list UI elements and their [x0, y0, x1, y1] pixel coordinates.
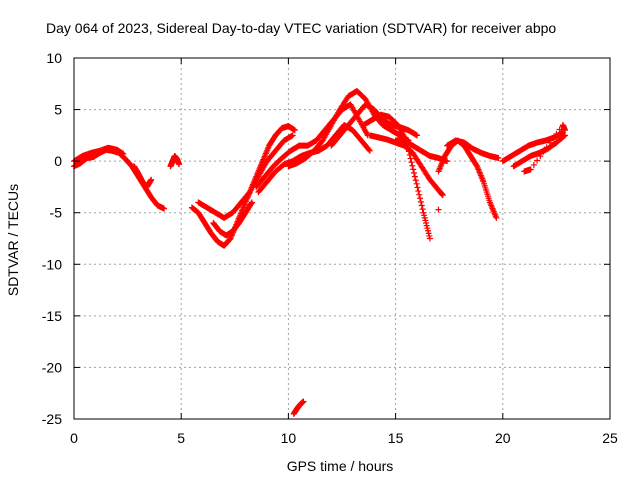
data-point [300, 398, 307, 405]
data-point [291, 127, 298, 134]
data-point [410, 166, 417, 173]
x-tick-label: 25 [602, 430, 618, 446]
y-tick-label: 5 [54, 102, 62, 118]
data-point [161, 205, 168, 212]
data-point [418, 202, 425, 209]
x-tick-label: 10 [281, 430, 297, 446]
y-tick-label: 0 [54, 153, 62, 169]
data-point [366, 147, 373, 154]
data-point [561, 132, 568, 139]
data-point [407, 155, 414, 162]
data-point [248, 199, 255, 206]
data-point [176, 161, 183, 168]
data-point [417, 195, 424, 202]
data-points [71, 88, 568, 417]
chart-title: Day 064 of 2023, Sidereal Day-to-day VTE… [46, 20, 556, 36]
data-point [561, 133, 568, 140]
data-point [550, 135, 557, 142]
y-tick-labels: -25 -20 -15 -10 -5 0 5 10 [42, 50, 62, 427]
data-point [561, 127, 568, 134]
data-point [439, 192, 446, 199]
y-tick-label: -20 [42, 359, 62, 375]
data-point [409, 162, 416, 169]
data-point [415, 188, 422, 195]
data-point [543, 144, 550, 151]
y-tick-label: -5 [50, 205, 63, 221]
y-tick-label: 10 [46, 50, 62, 66]
data-point [435, 206, 442, 213]
x-tick-label: 0 [70, 430, 78, 446]
y-tick-label: -25 [42, 411, 62, 427]
data-point [530, 161, 537, 168]
data-point [414, 184, 421, 191]
x-tick-label: 5 [177, 430, 185, 446]
y-axis-label: SDTVAR / TECUs [5, 184, 21, 296]
x-tick-labels: 0 5 10 15 20 25 [70, 430, 618, 446]
axis-ticks [73, 57, 611, 420]
data-point [493, 214, 500, 221]
data-point [540, 148, 547, 155]
plot-border [73, 57, 611, 420]
y-tick-label: -10 [42, 256, 62, 272]
y-tick-label: -15 [42, 308, 62, 324]
data-point [419, 206, 426, 213]
data-point [248, 200, 255, 207]
data-point [413, 180, 420, 187]
data-point [553, 130, 560, 137]
x-tick-label: 20 [495, 430, 511, 446]
data-point [412, 177, 419, 184]
x-axis-label: GPS time / hours [287, 458, 394, 474]
x-tick-label: 15 [388, 430, 404, 446]
data-point [408, 159, 415, 166]
data-point [417, 198, 424, 205]
data-point [120, 150, 127, 157]
data-point [537, 153, 544, 160]
data-point [426, 235, 433, 242]
data-point [414, 132, 421, 139]
data-point [366, 146, 373, 153]
data-point [411, 170, 418, 177]
data-point [416, 191, 423, 198]
data-point [546, 139, 553, 146]
data-point [148, 176, 155, 183]
data-point [534, 157, 541, 164]
data-point [289, 132, 296, 139]
data-point [527, 166, 534, 173]
data-point [495, 155, 502, 162]
data-point [411, 173, 418, 180]
